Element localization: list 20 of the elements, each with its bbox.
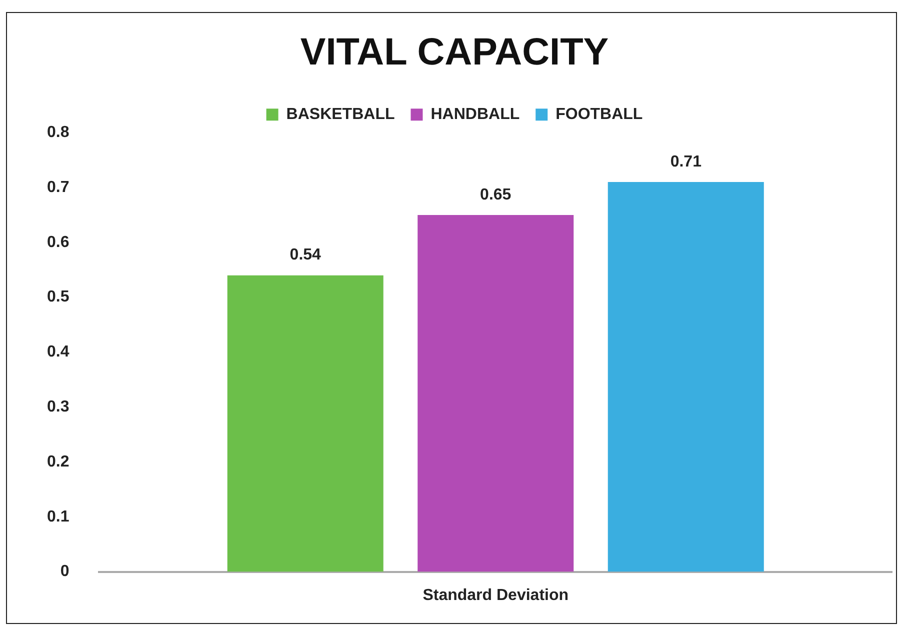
x-tick-label: Standard Deviation (422, 586, 569, 604)
y-tick-label: 0.4 (46, 344, 70, 361)
bar (608, 182, 764, 572)
legend-label: BASKETBALL (286, 106, 395, 124)
bar (227, 275, 384, 572)
data-label: 0.54 (290, 246, 322, 264)
data-label: 0.65 (480, 186, 512, 204)
bar (418, 214, 574, 572)
legend-label: HANDBALL (430, 106, 520, 124)
y-tick-label: 0.6 (46, 234, 70, 251)
chart-title: VITAL CAPACITY (300, 31, 609, 74)
y-tick-label: 0.7 (46, 178, 70, 196)
y-tick-label: 0 (60, 563, 70, 580)
data-label: 0.71 (670, 153, 702, 170)
legend-label: FOOTBALL (556, 106, 643, 124)
y-tick-label: 0.1 (46, 508, 70, 526)
y-tick-label: 0.3 (46, 398, 70, 416)
y-tick-label: 0.8 (46, 124, 70, 142)
y-tick-label: 0.2 (46, 453, 70, 470)
y-tick-label: 0.5 (46, 288, 70, 306)
